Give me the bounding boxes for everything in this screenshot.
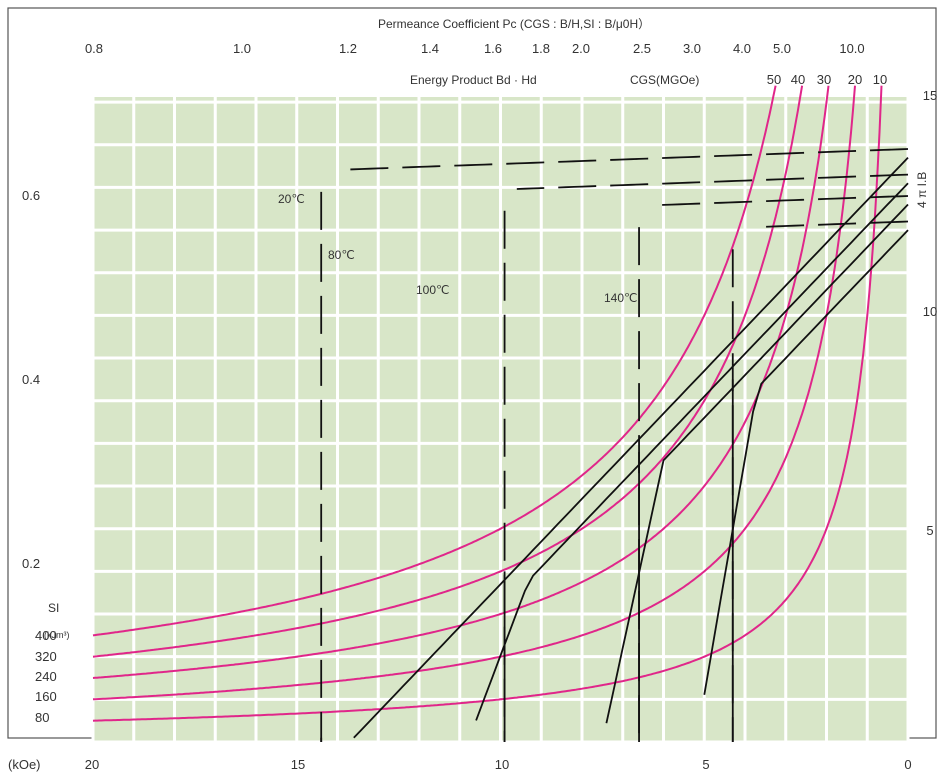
y-right-tick-label: 5: [926, 523, 933, 538]
permeance-tick-label: 5.0: [773, 41, 791, 56]
permeance-tick-label: 1.6: [484, 41, 502, 56]
si-value-label: 160: [35, 689, 57, 704]
bh-curve: [475, 182, 909, 721]
energy-product-tick-label: 40: [791, 72, 805, 87]
intrinsic-curve: [337, 148, 909, 171]
x-tick-label: 20: [85, 757, 99, 772]
labels: Permeance Coefficient Pc (CGS : B/H,SI :…: [8, 17, 937, 772]
permeance-tick-label: 2.0: [572, 41, 590, 56]
si-label: SI: [48, 601, 59, 615]
permeance-tick-label: 0.8: [85, 41, 103, 56]
bh-curve: [703, 229, 909, 695]
energy-product-tick-label: 50: [767, 72, 781, 87]
bh-curve: [353, 156, 909, 739]
temperature-label: 140℃: [604, 291, 638, 305]
temperature-label: 80℃: [328, 248, 355, 262]
energy-product-tick-label: 10: [873, 72, 887, 87]
y-left-tick-label: 0.4: [22, 372, 40, 387]
iso-energy-curve: [92, 85, 804, 658]
si-value-label: 240: [35, 669, 57, 684]
permeance-tick-label: 4.0: [733, 41, 751, 56]
x-tick-label: 0: [904, 757, 911, 772]
iso-energy-curve: [92, 85, 856, 701]
si-value-label: 320: [35, 649, 57, 664]
permeance-tick-label: 1.4: [421, 41, 439, 56]
si-unit-label: (kJm³): [44, 630, 70, 640]
x-tick-label: 15: [291, 757, 305, 772]
si-value-label: 400: [35, 628, 57, 643]
permeance-tick-label: 1.8: [532, 41, 550, 56]
x-axis-label: (kOe): [8, 757, 41, 772]
permeance-tick-label: 2.5: [633, 41, 651, 56]
iso-energy-curve: [92, 85, 883, 722]
si-value-label: 80: [35, 710, 49, 725]
chart-subtitle: Energy Product Bd · Hd: [410, 73, 537, 87]
intrinsic-curve: [516, 173, 909, 190]
temperature-label: 100℃: [416, 283, 450, 297]
permeance-tick-label: 1.2: [339, 41, 357, 56]
temperature-label: 20℃: [278, 192, 305, 206]
x-tick-label: 10: [495, 757, 509, 772]
y-right-tick-label: 10: [923, 304, 937, 319]
demagnetization-curves: [320, 148, 909, 742]
permeance-tick-label: 1.0: [233, 41, 251, 56]
iso-energy-curves: [92, 85, 883, 722]
y-left-tick-label: 0.6: [22, 188, 40, 203]
iso-energy-curve: [92, 85, 777, 637]
intrinsic-curve: [753, 220, 909, 229]
permeance-tick-label: 3.0: [683, 41, 701, 56]
energy-product-tick-label: 20: [848, 72, 862, 87]
permeance-tick-label: 10.0: [839, 41, 864, 56]
energy-product-tick-label: 30: [817, 72, 831, 87]
energy-product-unit-label: CGS(MGOe): [630, 73, 699, 87]
y-right-tick-label: 15: [923, 88, 937, 103]
chart-title: Permeance Coefficient Pc (CGS : B/H,SI :…: [378, 17, 650, 31]
x-tick-label: 5: [702, 757, 709, 772]
y-right-axis-label: 4 π I.B: [915, 172, 929, 208]
intrinsic-curve: [655, 195, 909, 207]
y-left-tick-label: 0.2: [22, 556, 40, 571]
grid: [91, 97, 910, 744]
bh-curve: [605, 203, 909, 724]
